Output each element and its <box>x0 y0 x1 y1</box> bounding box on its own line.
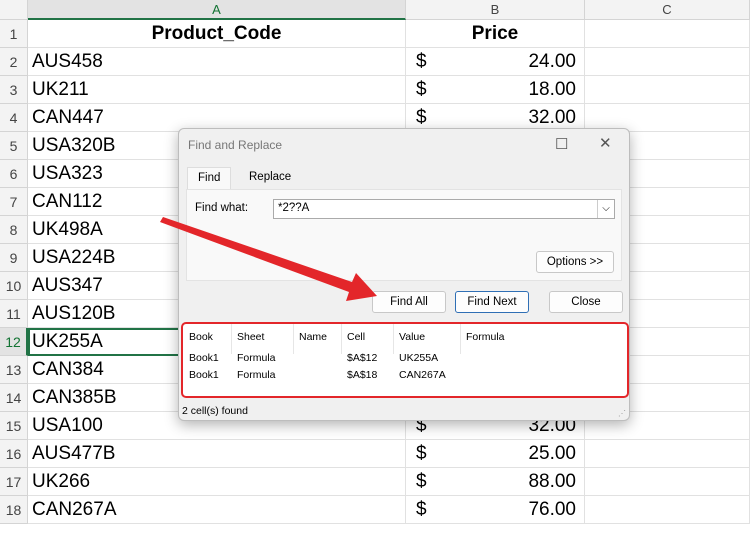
result-cell[interactable]: Book1 <box>189 369 219 381</box>
cell-b[interactable]: $88.00 <box>406 468 585 496</box>
column-divider[interactable] <box>393 324 394 354</box>
row-header[interactable]: 1 <box>0 20 28 48</box>
find-what-value: *2??A <box>278 202 310 214</box>
result-cell[interactable]: $A$18 <box>347 369 378 381</box>
result-cell[interactable]: CAN267A <box>399 369 446 381</box>
cell-a[interactable]: UK266 <box>28 468 406 496</box>
row-header[interactable]: 12 <box>0 328 28 356</box>
find-panel: Find what: *2??A ⌵ Options >> <box>186 189 622 281</box>
price-value: 25.00 <box>528 443 576 464</box>
currency-symbol: $ <box>416 51 427 72</box>
close-button[interactable]: Close <box>549 291 623 313</box>
tab-find[interactable]: Find <box>187 167 232 189</box>
result-header[interactable]: Name <box>299 331 328 343</box>
result-cell[interactable]: $A$12 <box>347 352 378 364</box>
result-header[interactable]: Formula <box>466 331 505 343</box>
select-all-corner[interactable] <box>0 0 28 20</box>
row-header[interactable]: 16 <box>0 440 28 468</box>
column-header-b[interactable]: B <box>406 0 585 20</box>
cell-b[interactable]: $24.00 <box>406 48 585 76</box>
row-header[interactable]: 10 <box>0 272 28 300</box>
row-header[interactable]: 7 <box>0 188 28 216</box>
result-header[interactable]: Value <box>399 331 426 343</box>
row-header[interactable]: 6 <box>0 160 28 188</box>
currency-symbol: $ <box>416 499 427 520</box>
row-header[interactable]: 13 <box>0 356 28 384</box>
header-price[interactable]: Price <box>406 20 585 48</box>
row-header[interactable]: 3 <box>0 76 28 104</box>
find-what-label: Find what: <box>195 202 249 214</box>
currency-symbol: $ <box>416 443 427 464</box>
price-value: 32.00 <box>528 107 576 128</box>
column-divider[interactable] <box>460 324 461 354</box>
column-header-a[interactable]: A <box>28 0 406 20</box>
row-header[interactable]: 17 <box>0 468 28 496</box>
dialog-title: Find and Replace <box>188 138 283 152</box>
currency-symbol: $ <box>416 79 427 100</box>
find-what-input[interactable]: *2??A ⌵ <box>273 199 615 219</box>
column-divider[interactable] <box>341 324 342 354</box>
cell-a[interactable]: UK211 <box>28 76 406 104</box>
row-header[interactable]: 9 <box>0 244 28 272</box>
resize-grip-icon[interactable]: ⋰ <box>618 409 626 418</box>
results-list[interactable]: Book Sheet Name Cell Value Formula Book1 Formul… <box>181 322 629 398</box>
result-cell[interactable]: Formula <box>237 369 276 381</box>
cell-a[interactable]: AUS458 <box>28 48 406 76</box>
currency-symbol: $ <box>416 415 427 436</box>
currency-symbol: $ <box>416 471 427 492</box>
status-text: 2 cell(s) found <box>182 405 248 417</box>
maximize-icon[interactable]: ☐ <box>555 136 569 153</box>
header-product-code[interactable]: Product_Code <box>28 20 406 48</box>
row-header[interactable]: 11 <box>0 300 28 328</box>
cell-b[interactable]: $18.00 <box>406 76 585 104</box>
row-header[interactable]: 5 <box>0 132 28 160</box>
result-header[interactable]: Sheet <box>237 331 265 343</box>
close-icon[interactable]: ✕ <box>599 135 612 152</box>
tab-replace[interactable]: Replace <box>249 171 292 183</box>
result-cell[interactable]: Book1 <box>189 352 219 364</box>
chevron-down-icon[interactable]: ⌵ <box>597 200 614 218</box>
find-next-button[interactable]: Find Next <box>455 291 529 313</box>
price-value: 24.00 <box>528 51 576 72</box>
row-header[interactable]: 15 <box>0 412 28 440</box>
row-header[interactable]: 4 <box>0 104 28 132</box>
cell-b[interactable]: $76.00 <box>406 496 585 524</box>
column-divider[interactable] <box>293 324 294 354</box>
cell-a[interactable]: USA100 <box>28 412 406 440</box>
currency-symbol: $ <box>416 107 427 128</box>
find-all-button[interactable]: Find All <box>372 291 446 313</box>
result-header[interactable]: Book <box>189 331 213 343</box>
cell-b[interactable]: $25.00 <box>406 440 585 468</box>
find-replace-dialog: Find and Replace ☐ ✕ Find Replace Find w… <box>178 128 630 421</box>
row-header[interactable]: 8 <box>0 216 28 244</box>
cell-a[interactable]: CAN267A <box>28 496 406 524</box>
price-value: 18.00 <box>528 79 576 100</box>
price-value: 76.00 <box>528 499 576 520</box>
result-cell[interactable]: UK255A <box>399 352 439 364</box>
row-header[interactable]: 18 <box>0 496 28 524</box>
row-header[interactable]: 14 <box>0 384 28 412</box>
result-cell[interactable]: Formula <box>237 352 276 364</box>
price-value: 88.00 <box>528 471 576 492</box>
cell-a[interactable]: AUS477B <box>28 440 406 468</box>
arrow-icon <box>160 217 377 301</box>
result-header[interactable]: Cell <box>347 331 366 343</box>
row-header[interactable]: 2 <box>0 48 28 76</box>
options-button[interactable]: Options >> <box>536 251 614 273</box>
column-divider[interactable] <box>231 324 232 354</box>
